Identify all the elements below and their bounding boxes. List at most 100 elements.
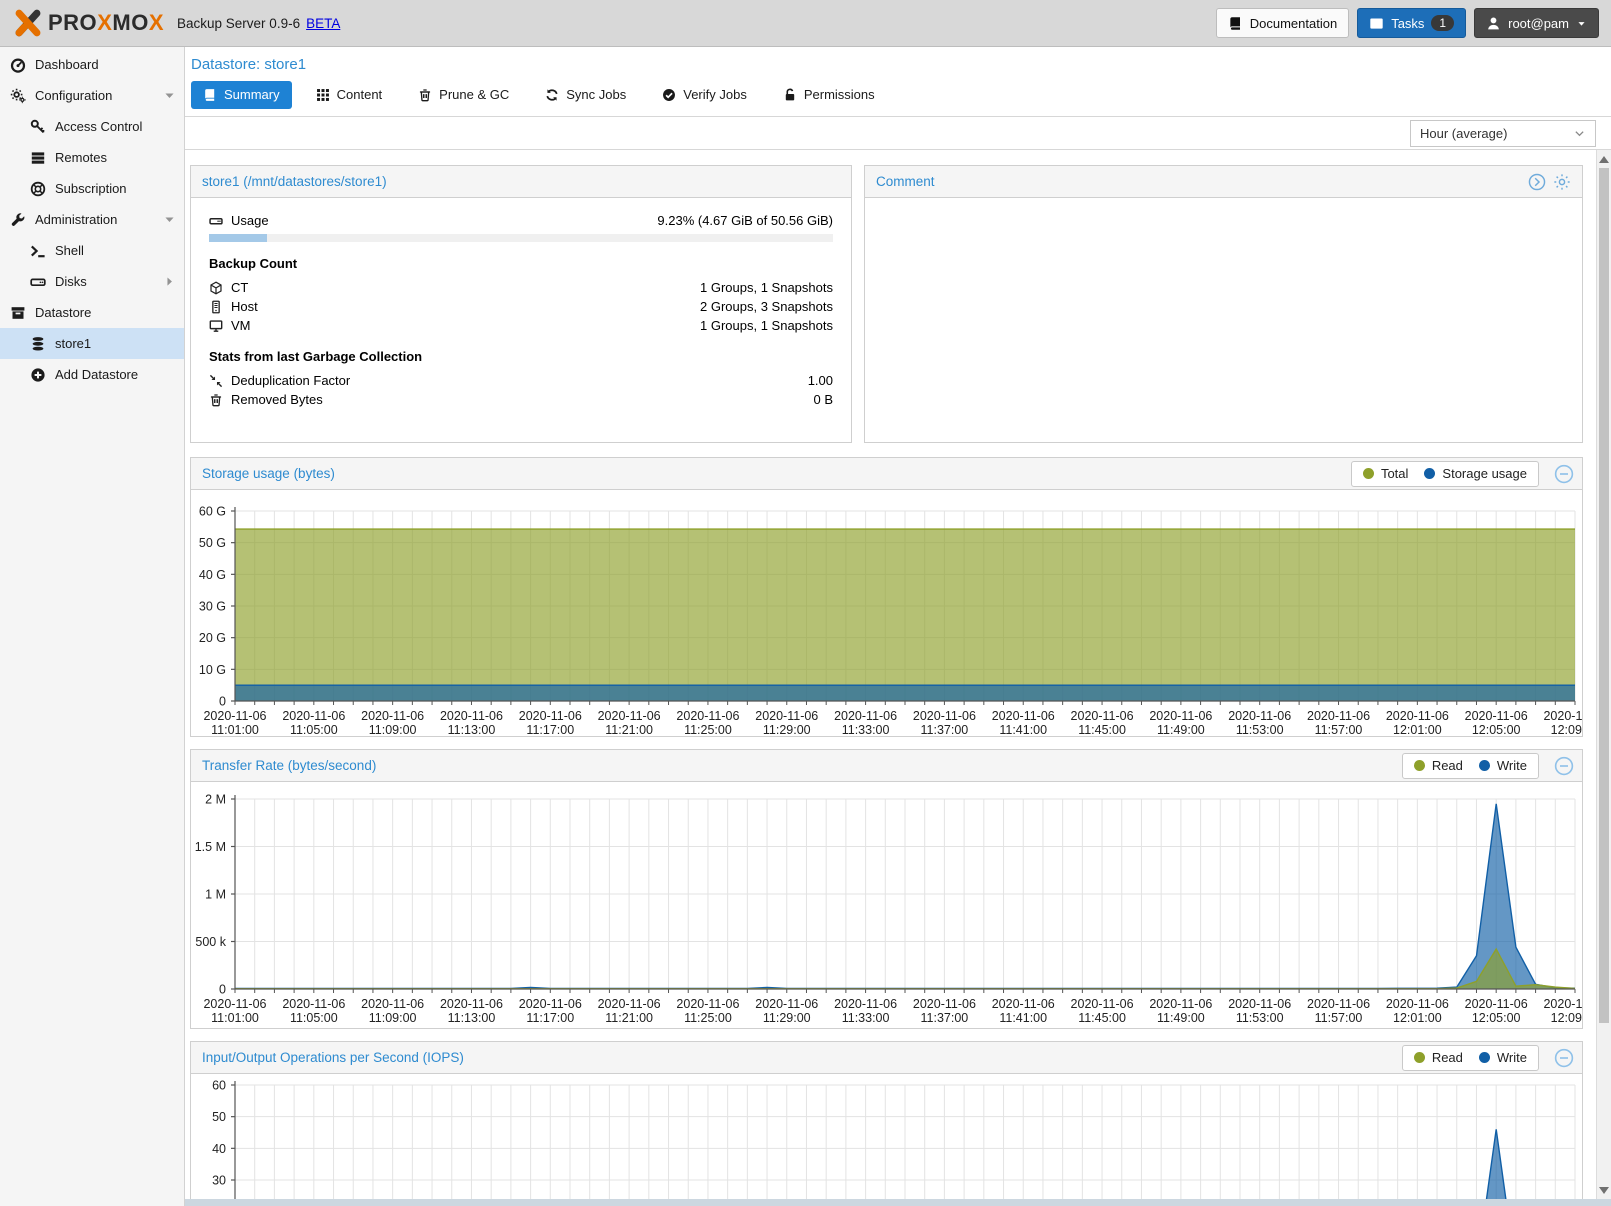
tab-summary[interactable]: Summary [191,80,292,109]
sidebar-item-access-control[interactable]: Access Control [0,111,184,142]
svg-text:11:25:00: 11:25:00 [684,1011,732,1025]
comment-body[interactable] [865,198,1582,437]
panel-header: Comment [865,166,1582,198]
legend-item-total[interactable]: Total [1362,466,1408,481]
sidebar-item-store1[interactable]: store1 [0,328,184,359]
svg-text:11:33:00: 11:33:00 [842,723,890,736]
svg-text:12:09:00: 12:09:00 [1551,1011,1582,1025]
page-title: Datastore: store1 [191,56,307,73]
legend-dot [1478,760,1490,771]
cube-icon [209,281,223,295]
svg-text:2020-11-06: 2020-11-06 [1307,997,1370,1011]
svg-text:11:33:00: 11:33:00 [842,1011,890,1025]
collapse-chart-button[interactable] [1554,1048,1574,1068]
tasks-button[interactable]: Tasks 1 [1357,8,1467,38]
documentation-button[interactable]: Documentation [1215,8,1350,38]
legend-label: Read [1431,758,1463,773]
svg-text:2020-11-06: 2020-11-06 [1543,997,1582,1011]
svg-text:2020-11-06: 2020-11-06 [1228,709,1291,723]
svg-text:2020-11-06: 2020-11-06 [1228,997,1291,1011]
scrollbar-thumb[interactable] [1599,168,1609,1023]
backup-count-heading: Backup Count [209,256,298,271]
sidebar-item-label: Dashboard [35,57,99,72]
chevron-right-icon[interactable] [163,275,176,288]
svg-text:2020-11-06: 2020-11-06 [1149,709,1212,723]
user-menu-button[interactable]: root@pam [1474,8,1599,38]
compress-icon [209,374,223,388]
tab-content[interactable]: Content [304,81,395,109]
scroll-up-arrow-icon[interactable] [1599,156,1609,163]
content-area: store1 (/mnt/datastores/store1) Usage 9.… [185,150,1596,1206]
proxmox-x-icon [15,9,41,37]
svg-text:2020-11-06: 2020-11-06 [519,709,582,723]
svg-text:11:09:00: 11:09:00 [369,1011,417,1025]
sidebar-item-subscription[interactable]: Subscription [0,173,184,204]
chevron-down-icon[interactable] [163,213,176,226]
plus-circle-icon [30,367,46,383]
svg-text:2020-11-06: 2020-11-06 [598,709,661,723]
sidebar-item-disks[interactable]: Disks [0,266,184,297]
sidebar-item-remotes[interactable]: Remotes [0,142,184,173]
tab-prune-gc[interactable]: Prune & GC [406,81,521,109]
sidebar-item-shell[interactable]: Shell [0,235,184,266]
chevron-down-icon[interactable] [163,89,176,102]
svg-text:10 G: 10 G [199,663,226,677]
sidebar: Dashboard Configuration Access Control Remo… [0,47,185,1206]
expand-comment-button[interactable] [1528,173,1546,191]
svg-text:2020-11-06: 2020-11-06 [282,997,345,1011]
legend-item-read[interactable]: Read [1413,758,1463,773]
gear-icon [1553,173,1571,191]
chevron-down-icon [1573,127,1586,140]
documentation-label: Documentation [1249,15,1338,31]
svg-text:2020-11-06: 2020-11-06 [282,709,345,723]
beta-link[interactable]: BETA [306,15,341,31]
sidebar-item-dashboard[interactable]: Dashboard [0,49,184,80]
legend-item-read[interactable]: Read [1413,1050,1463,1065]
svg-text:2020-11-06: 2020-11-06 [1071,997,1134,1011]
trash-icon [209,393,223,407]
svg-text:12:05:00: 12:05:00 [1472,1011,1521,1025]
svg-text:11:53:00: 11:53:00 [1236,723,1284,736]
tab-label: Verify Jobs [683,87,747,102]
legend-dot [1424,468,1436,479]
chevron-circle-icon [1528,173,1546,191]
sidebar-item-configuration[interactable]: Configuration [0,80,184,111]
scroll-down-arrow-icon[interactable] [1599,1187,1609,1194]
svg-text:2020-11-06: 2020-11-06 [834,997,897,1011]
legend-item-write[interactable]: Write [1478,1050,1527,1065]
legend-item-storage-usage[interactable]: Storage usage [1424,466,1527,481]
trash-icon [418,88,432,102]
collapse-chart-button[interactable] [1554,464,1574,484]
comment-settings-button[interactable] [1553,173,1571,191]
sidebar-item-add-datastore[interactable]: Add Datastore [0,359,184,390]
desktop-icon [209,319,223,333]
legend-dot [1362,468,1374,479]
svg-text:11:21:00: 11:21:00 [605,1011,653,1025]
stat-value: 1 Groups, 1 Snapshots [700,280,833,295]
svg-text:2020-11-06: 2020-11-06 [598,997,661,1011]
sync-icon [545,88,559,102]
sidebar-item-datastore[interactable]: Datastore [0,297,184,328]
svg-text:12:01:00: 12:01:00 [1393,723,1442,736]
svg-text:11:17:00: 11:17:00 [526,1011,574,1025]
tab-sync-jobs[interactable]: Sync Jobs [533,81,638,109]
svg-text:11:49:00: 11:49:00 [1157,1011,1205,1025]
svg-text:2020-11-06: 2020-11-06 [203,709,266,723]
sidebar-item-label: Datastore [35,305,92,320]
svg-text:2020-11-06: 2020-11-06 [1386,709,1449,723]
timeframe-select[interactable]: Hour (average) [1410,119,1596,147]
svg-text:11:09:00: 11:09:00 [369,723,417,736]
vertical-scrollbar[interactable] [1596,150,1611,1206]
timeframe-value: Hour (average) [1420,125,1508,141]
tab-permissions[interactable]: Permissions [771,81,887,109]
legend-item-write[interactable]: Write [1478,758,1527,773]
svg-text:2020-11-06: 2020-11-06 [203,997,266,1011]
svg-text:60: 60 [212,1079,226,1093]
collapse-chart-button[interactable] [1554,756,1574,776]
svg-text:2020-11-06: 2020-11-06 [755,709,818,723]
svg-text:2020-11-06: 2020-11-06 [1071,709,1134,723]
sidebar-item-administration[interactable]: Administration [0,204,184,235]
svg-text:0: 0 [219,695,226,709]
svg-text:11:57:00: 11:57:00 [1315,723,1363,736]
tab-verify-jobs[interactable]: Verify Jobs [650,81,759,109]
